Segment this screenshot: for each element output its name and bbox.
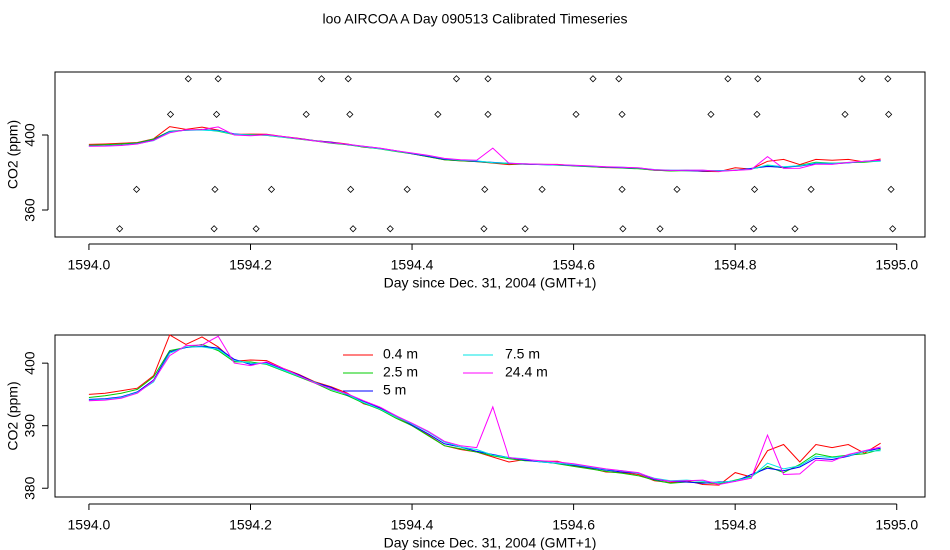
flag-marker (673, 185, 681, 193)
flag-marker (267, 185, 276, 193)
series-line (88, 128, 881, 172)
flag-marker (618, 185, 626, 193)
y-axis-label: CO2 (ppm) (5, 120, 21, 189)
x-tick-label: 1595.0 (875, 517, 918, 533)
flag-marker (750, 225, 758, 233)
y-tick-label: 380 (22, 476, 38, 500)
x-axis-label: Day since Dec. 31, 2004 (GMT+1) (384, 275, 597, 291)
flag-marker (434, 110, 442, 118)
flag-marker (452, 75, 461, 83)
flag-marker (403, 185, 411, 193)
flag-marker (212, 110, 221, 118)
series-line (88, 129, 881, 172)
flag-marker (589, 75, 597, 83)
flag-marker (347, 185, 355, 193)
flag-marker (887, 185, 895, 193)
flag-marker (480, 225, 488, 233)
flag-marker (841, 110, 849, 118)
flag-marker (302, 110, 310, 118)
flag-marker (211, 185, 219, 193)
series-line (88, 334, 881, 486)
flag-marker (184, 75, 192, 83)
x-tick-label: 1594.2 (229, 257, 272, 273)
flag-marker (656, 225, 664, 233)
flag-marker (166, 110, 175, 118)
y-tick-label: 400 (22, 351, 38, 375)
legend-label: 5 m (383, 382, 406, 398)
plot-box (54, 71, 926, 238)
x-tick-label: 1594.0 (68, 257, 111, 273)
flag-marker (210, 225, 218, 233)
flag-marker (252, 225, 260, 233)
flag-marker (707, 110, 715, 118)
legend-label: 7.5 m (505, 346, 540, 362)
flag-marker (619, 225, 627, 233)
legend-label: 2.5 m (383, 364, 418, 380)
flag-marker (753, 110, 761, 118)
flag-marker (807, 185, 815, 193)
flag-marker (889, 225, 897, 233)
x-axis-label: Day since Dec. 31, 2004 (GMT+1) (384, 535, 597, 550)
flag-marker (481, 185, 489, 193)
flag-marker (116, 225, 124, 233)
x-tick-label: 1595.0 (875, 257, 918, 273)
flag-marker (754, 75, 762, 83)
flag-marker (618, 110, 626, 118)
flag-marker (484, 75, 492, 83)
x-tick-label: 1594.8 (714, 257, 757, 273)
y-tick-label: 390 (22, 414, 38, 438)
flag-marker (386, 225, 394, 233)
series-line (88, 126, 881, 173)
x-tick-label: 1594.6 (552, 257, 595, 273)
legend-label: 24.4 m (505, 364, 548, 380)
flag-marker (791, 225, 799, 233)
flag-marker (884, 75, 892, 83)
flag-marker (724, 75, 732, 83)
flag-marker (484, 110, 492, 118)
flag-marker (133, 185, 141, 193)
x-tick-label: 1594.4 (391, 257, 434, 273)
flag-marker (318, 75, 326, 83)
flag-marker (858, 75, 866, 83)
x-tick-label: 1594.0 (68, 517, 111, 533)
x-tick-label: 1594.6 (552, 517, 595, 533)
y-axis-label: CO2 (ppm) (5, 381, 21, 450)
x-tick-label: 1594.4 (391, 517, 434, 533)
series-line (88, 129, 881, 172)
flag-marker (344, 75, 352, 83)
series-line (88, 126, 881, 172)
series-line (88, 346, 881, 484)
series-line (88, 343, 881, 485)
flag-marker (346, 110, 354, 118)
flag-marker (538, 185, 546, 193)
flag-marker (885, 110, 893, 118)
x-tick-label: 1594.8 (714, 517, 757, 533)
legend-label: 0.4 m (383, 346, 418, 362)
flag-marker (521, 225, 529, 233)
y-tick-label: 360 (22, 198, 38, 222)
flag-marker (572, 110, 580, 118)
flag-marker (349, 225, 357, 233)
chart-title: loo AIRCOA A Day 090513 Calibrated Times… (322, 11, 627, 27)
x-tick-label: 1594.2 (229, 517, 272, 533)
flag-marker (615, 75, 623, 83)
flag-marker (750, 185, 759, 193)
plot-box (54, 334, 926, 498)
series-line (88, 345, 881, 484)
y-tick-label: 400 (22, 123, 38, 147)
flag-marker (214, 75, 222, 83)
series-line (88, 335, 881, 486)
